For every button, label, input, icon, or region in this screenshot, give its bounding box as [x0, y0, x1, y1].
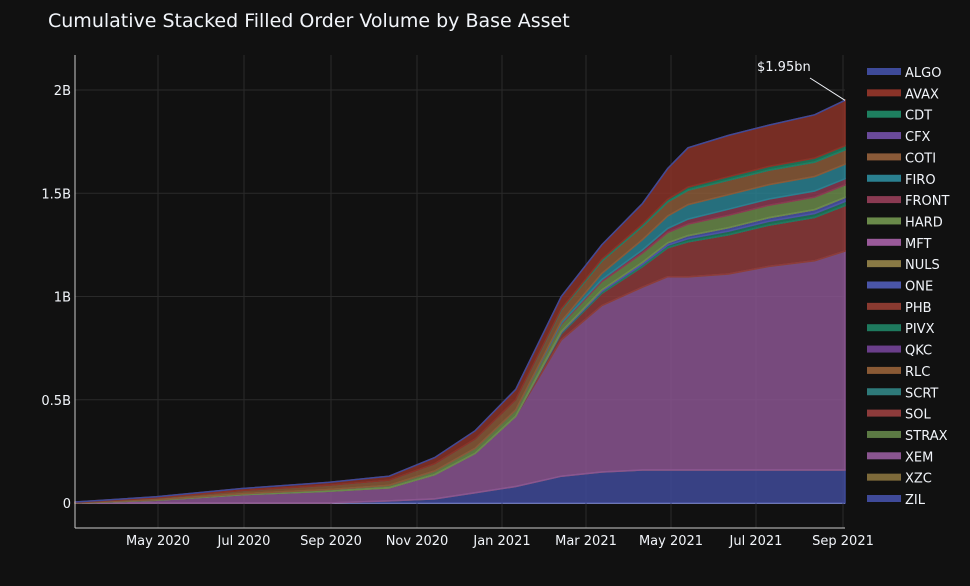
legend-swatch-avax[interactable] — [867, 89, 901, 97]
legend-label-firo[interactable]: FIRO — [905, 173, 936, 188]
legend-swatch-algo[interactable] — [867, 68, 901, 75]
legend-label-coti[interactable]: COTI — [905, 151, 936, 166]
legend-swatch-nuls[interactable] — [867, 260, 901, 268]
x-tick-label: Sep 2020 — [300, 534, 362, 549]
x-tick-label: May 2020 — [126, 534, 190, 549]
x-tick-labels: May 2020 Jul 2020 Sep 2020 Nov 2020 Jan 2021… — [126, 534, 874, 549]
annotation-arrow — [809, 77, 846, 101]
legend-label-phb[interactable]: PHB — [905, 301, 932, 316]
legend-swatch-phb[interactable] — [867, 302, 901, 310]
legend-label-scrt[interactable]: SCRT — [905, 386, 938, 401]
legend-swatch-xem[interactable] — [867, 452, 901, 460]
area-xem — [74, 250, 846, 504]
legend-swatch-mft[interactable] — [867, 238, 901, 246]
legend-swatch-rlc[interactable] — [867, 366, 901, 374]
legend-label-cdt[interactable]: CDT — [905, 109, 932, 124]
plot-areas — [74, 99, 846, 504]
y-tick-label: 0 — [63, 497, 71, 512]
legend-swatch-coti[interactable] — [867, 153, 901, 161]
legend-label-pivx[interactable]: PIVX — [905, 322, 935, 337]
legend-label-xem[interactable]: XEM — [905, 450, 933, 465]
legend-swatch-firo[interactable] — [867, 174, 901, 182]
x-tick-label: May 2021 — [639, 534, 703, 549]
axes — [74, 55, 845, 529]
legend-label-nuls[interactable]: NULS — [905, 258, 940, 273]
total-annotation-label: $1.95bn — [757, 60, 811, 75]
legend-label-hard[interactable]: HARD — [905, 215, 943, 230]
x-tick-label: Mar 2021 — [555, 534, 617, 549]
legend-label-one[interactable]: ONE — [905, 280, 933, 295]
legend-label-rlc[interactable]: RLC — [905, 365, 930, 380]
y-tick-labels: 0 0.5B 1B 1.5B 2B — [41, 84, 71, 512]
legend-label-xzc[interactable]: XZC — [905, 472, 932, 487]
legend-swatch-sol[interactable] — [867, 409, 901, 417]
legend-swatch-scrt[interactable] — [867, 388, 901, 396]
y-tick-label: 0.5B — [41, 394, 71, 409]
x-tick-label: Jan 2021 — [472, 534, 530, 549]
x-tick-label: Nov 2020 — [386, 534, 449, 549]
legend-label-cfx[interactable]: CFX — [905, 130, 931, 145]
legend-label-mft[interactable]: MFT — [905, 237, 931, 252]
legend-swatch-hard[interactable] — [867, 217, 901, 225]
legend-swatch-xzc[interactable] — [867, 473, 901, 481]
legend-label-avax[interactable]: AVAX — [905, 87, 939, 102]
y-tick-label: 1B — [54, 291, 71, 306]
legend-swatch-one[interactable] — [867, 281, 901, 289]
legend-label-algo[interactable]: ALGO — [905, 66, 941, 81]
y-tick-label: 2B — [54, 84, 71, 99]
legend: ALGO AVAX CDT CFX COTI FIRO FRONT HARD MFT NULS ON… — [867, 66, 949, 508]
x-tick-label: Sep 2021 — [812, 534, 874, 549]
legend-label-sol[interactable]: SOL — [905, 408, 931, 423]
x-tick-label: Jul 2021 — [729, 534, 783, 549]
legend-swatch-zil[interactable] — [867, 495, 901, 502]
legend-swatch-cfx[interactable] — [867, 132, 901, 140]
annotation: $1.95bn — [757, 60, 846, 101]
legend-swatch-qkc[interactable] — [867, 345, 901, 353]
y-tick-label: 1.5B — [41, 187, 71, 202]
legend-label-qkc[interactable]: QKC — [905, 344, 932, 359]
legend-swatch-strax[interactable] — [867, 430, 901, 438]
legend-label-strax[interactable]: STRAX — [905, 429, 948, 444]
legend-label-front[interactable]: FRONT — [905, 194, 949, 209]
legend-swatch-cdt[interactable] — [867, 110, 901, 118]
legend-swatch-pivx[interactable] — [867, 324, 901, 332]
x-tick-label: Jul 2020 — [217, 534, 271, 549]
legend-swatch-front[interactable] — [867, 196, 901, 204]
chart-title: Cumulative Stacked Filled Order Volume b… — [48, 10, 570, 32]
legend-label-zil[interactable]: ZIL — [905, 493, 926, 508]
